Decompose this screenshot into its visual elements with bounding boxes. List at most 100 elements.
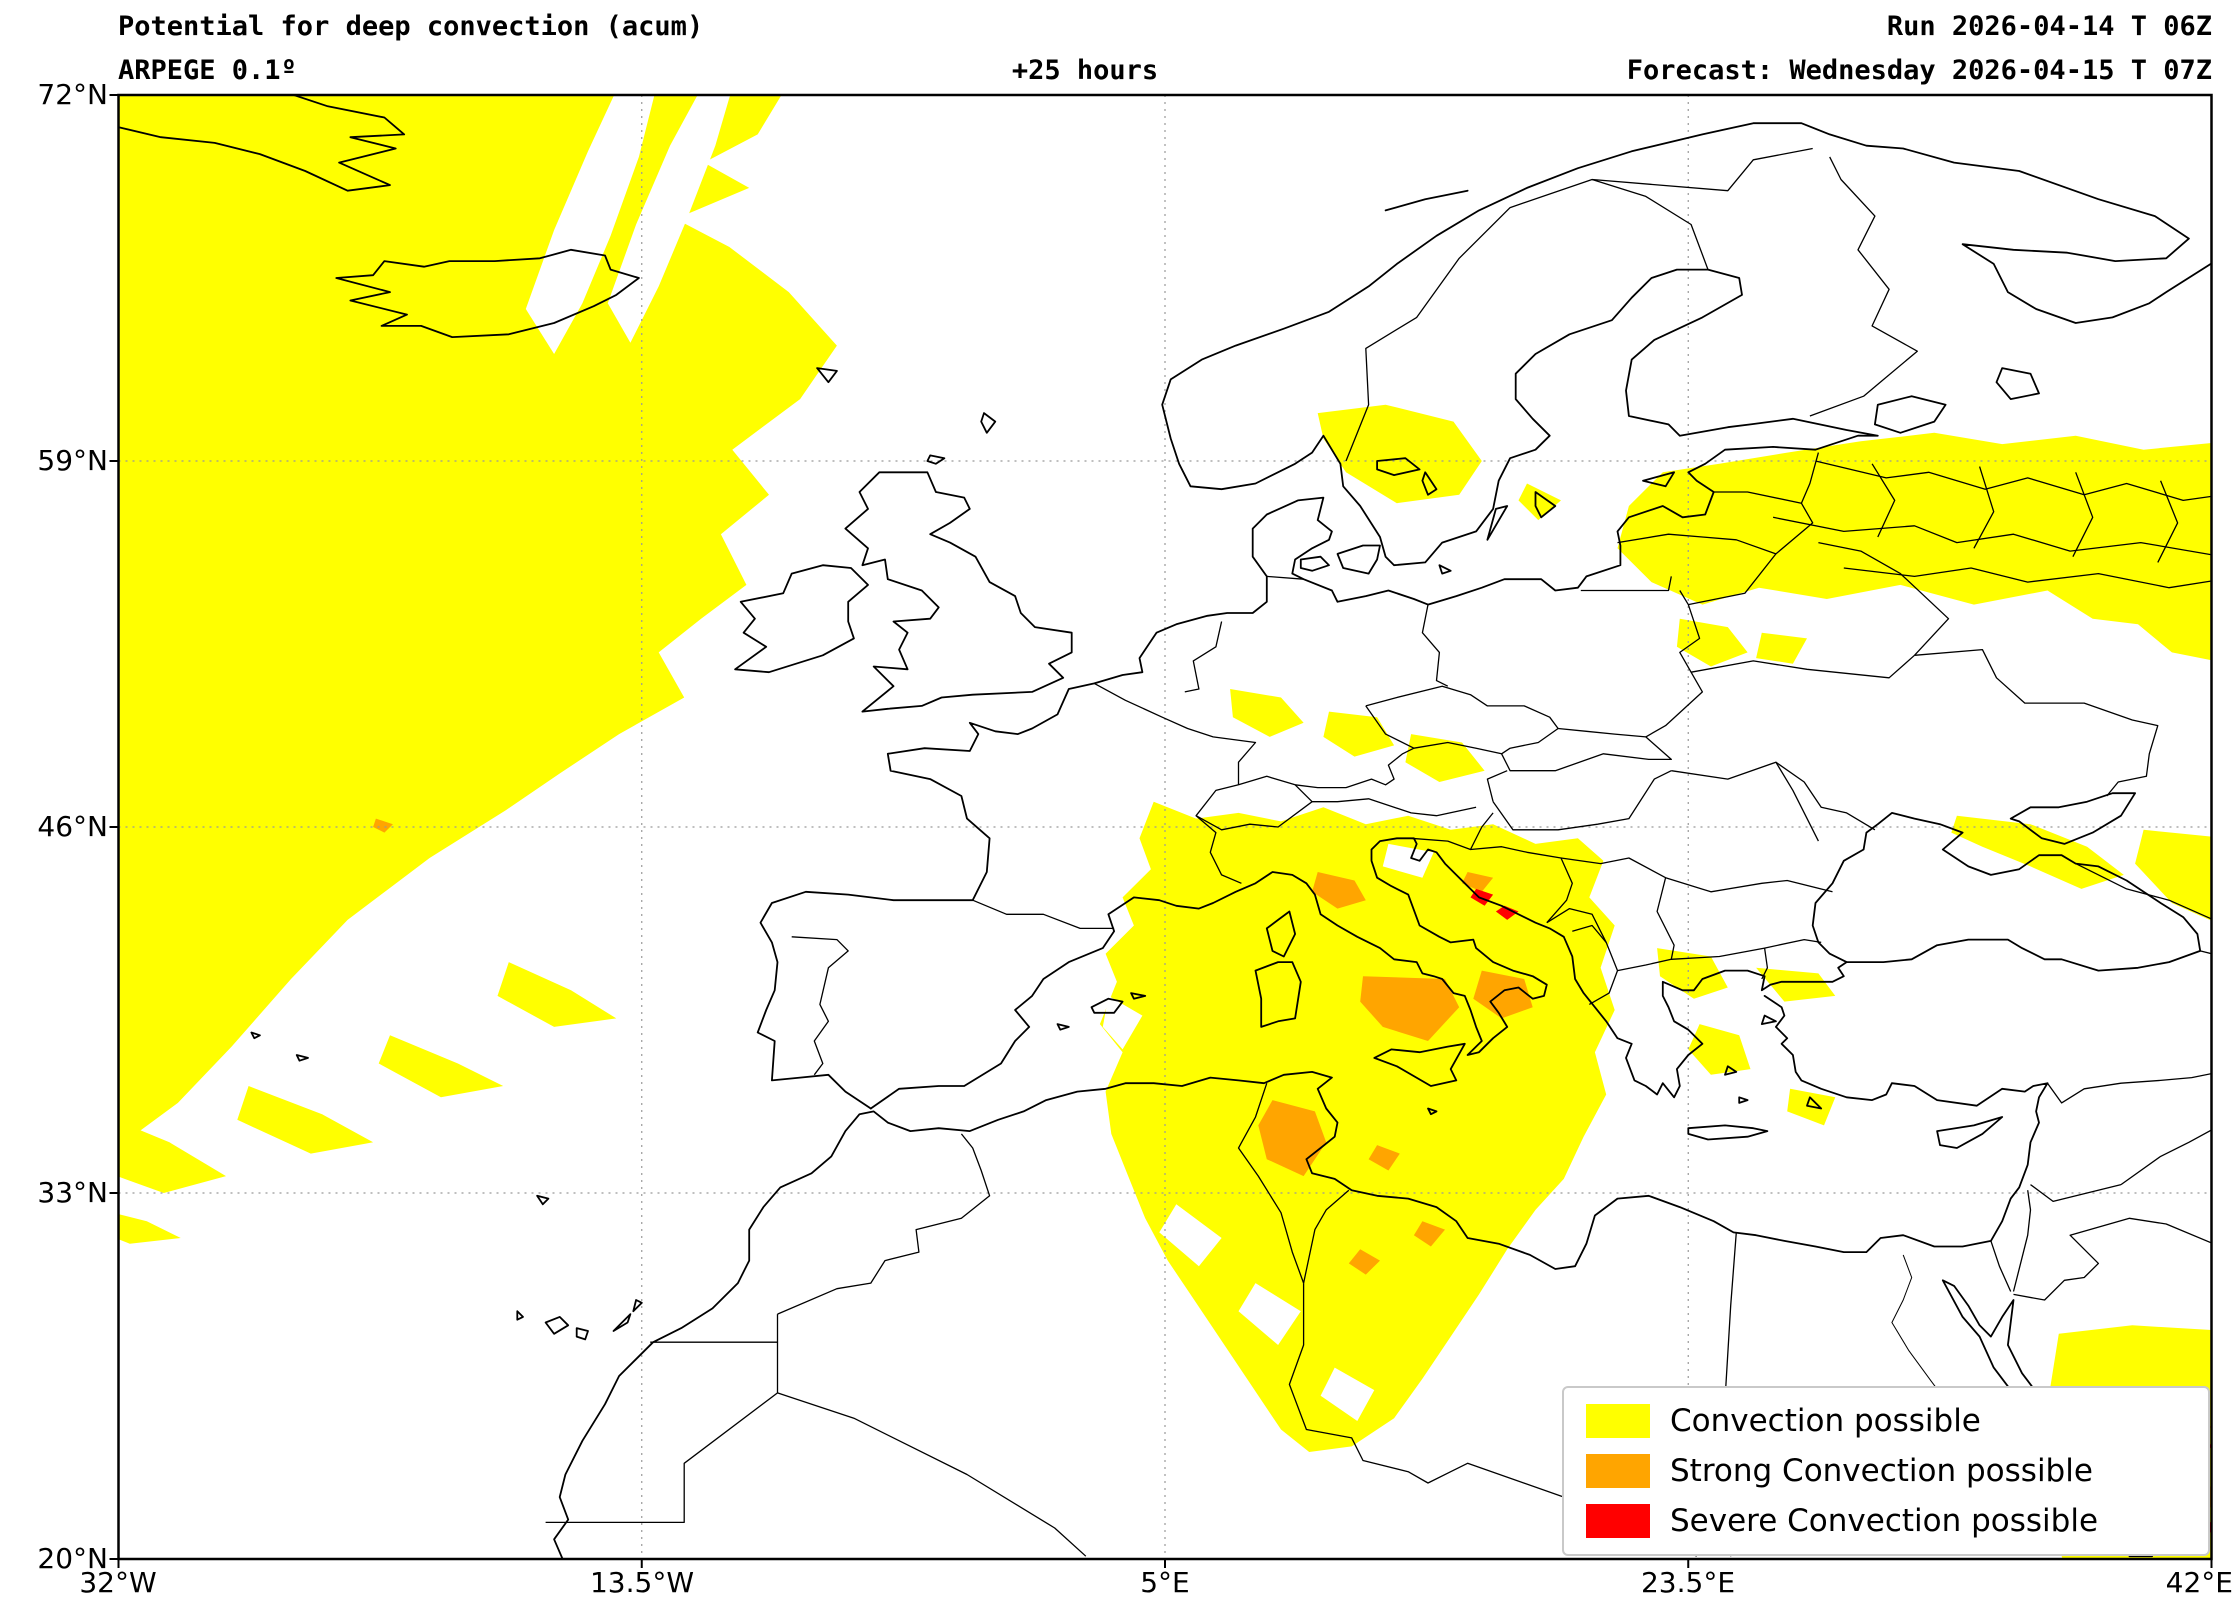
border-ru-adm-1 xyxy=(1815,460,2212,502)
region-strong-tuscany xyxy=(1312,872,1366,909)
border-si-hr xyxy=(1411,812,1494,851)
legend-row-strong: Strong Convection possible xyxy=(1564,1454,2208,1488)
border-il-eg xyxy=(1990,1240,2012,1292)
border-sy-jo xyxy=(2030,1183,2122,1203)
region-strong-puglia xyxy=(1473,970,1533,1019)
coastline-lofoten xyxy=(1384,189,1469,212)
region-severe-dalmatia-2 xyxy=(1495,905,1519,920)
region-strong-speck-2 xyxy=(1413,1221,1445,1247)
border-jo-sa-iq xyxy=(2013,1217,2212,1301)
border-sy-iq xyxy=(2120,1129,2212,1186)
border-ru-adm-2 xyxy=(1772,516,2212,556)
border-ee-ru xyxy=(1800,452,1820,504)
coastline-greenland-east xyxy=(118,95,406,192)
border-pt-es xyxy=(791,936,849,1076)
border-dz-ml xyxy=(777,1392,1087,1557)
lon-tick-label-5e: 5°E xyxy=(1140,1566,1190,1599)
coastline-gran-canaria xyxy=(575,1327,589,1341)
coastline-lesbos xyxy=(1760,1014,1777,1025)
lat-tick-label-46n: 46°N xyxy=(37,810,108,843)
border-serbia xyxy=(1560,857,1675,960)
legend-label-convection: Convection possible xyxy=(1670,1403,1981,1439)
coastline-africa-levant xyxy=(553,995,2049,1559)
border-fr-be-de xyxy=(1093,682,1257,785)
border-fi-ru xyxy=(1809,156,1918,417)
region-austria-1 xyxy=(1405,734,1485,782)
region-atl-1 xyxy=(118,1121,226,1193)
lon-tick-label-13-5w: 13.5°W xyxy=(589,1566,695,1599)
border-de-pl xyxy=(1421,604,1449,687)
border-caucasus xyxy=(2075,863,2212,920)
coastline-majorca xyxy=(1090,997,1124,1014)
coastline-vanern xyxy=(1376,457,1421,476)
region-germany-2 xyxy=(1323,711,1395,757)
border-switzerland xyxy=(1195,775,1313,831)
border-ro-bg xyxy=(1665,877,1833,893)
region-sweden xyxy=(1317,404,1482,504)
coastline-sea-of-azov xyxy=(2009,792,2136,845)
region-clear-streak-2 xyxy=(607,95,731,343)
lon-tick-label-32w: 32°W xyxy=(79,1566,157,1599)
lat-tick-label-20n: 20°N xyxy=(37,1542,108,1575)
coastline-rhodes xyxy=(1806,1096,1823,1110)
border-gr-tr xyxy=(1761,948,1769,980)
region-azov-kuban xyxy=(1951,815,2124,889)
region-clear-streak-1 xyxy=(525,95,655,354)
region-atlantic-main xyxy=(118,95,837,1147)
region-severe-dalmatia-1 xyxy=(1470,888,1494,906)
border-de-at xyxy=(1295,747,1415,789)
region-clear-balearic xyxy=(1102,995,1143,1050)
coastline-cyclades-1 xyxy=(1724,1065,1738,1076)
strong-convection-swatch xyxy=(1586,1454,1650,1488)
region-clear-sahara-1 xyxy=(1159,1204,1222,1267)
coastline-saaremaa xyxy=(1642,471,1675,488)
region-gotland-patch xyxy=(1518,483,1561,521)
coastline-ibiza xyxy=(1056,1023,1070,1031)
border-carpathia xyxy=(1501,727,1672,772)
coastline-great-britain xyxy=(844,471,1073,713)
region-clear-adriatic xyxy=(1382,843,1434,878)
region-volhynia-2 xyxy=(1756,632,1807,664)
border-ru-adm-3 xyxy=(1843,567,2212,589)
legend-row-convection: Convection possible xyxy=(1564,1404,2208,1438)
coastline-black-sea xyxy=(1811,812,2202,972)
legend-label-strong: Strong Convection possible xyxy=(1670,1453,2093,1489)
border-hu-west xyxy=(1486,770,1508,802)
lon-tick-label-23-5e: 23.5°E xyxy=(1640,1566,1736,1599)
coastline-minorca xyxy=(1130,992,1147,1000)
border-lv-lt-by xyxy=(1617,533,1777,606)
legend-row-severe: Severe Convection possible xyxy=(1564,1504,2208,1538)
coastline-sardinia xyxy=(1254,961,1302,1028)
lead-time-label: +25 hours xyxy=(1011,55,1159,86)
coastline-azores-2 xyxy=(250,1031,261,1040)
border-es-fr xyxy=(972,899,1115,930)
border-pl-east xyxy=(1645,590,1704,738)
coastline-iceland xyxy=(335,248,640,338)
region-cyclades-patch xyxy=(1688,1024,1751,1075)
border-me-ks xyxy=(1546,907,1607,943)
coastline-onega xyxy=(1995,367,2040,400)
map-title: Potential for deep convection (acum) xyxy=(118,11,704,42)
coastline-shetland xyxy=(980,412,997,434)
coastline-cyprus xyxy=(1936,1116,2004,1149)
convection-swatch xyxy=(1586,1404,1650,1438)
coastline-malta xyxy=(1427,1107,1438,1116)
border-esh-south xyxy=(545,1342,779,1524)
run-label: Run 2026-04-14 T 06Z xyxy=(1886,11,2212,42)
border-by-ru xyxy=(1818,541,1950,656)
border-de-dk xyxy=(1266,575,1304,580)
border-ua-md-ro xyxy=(1671,761,1876,831)
region-strong-tyrrhenian xyxy=(1360,976,1460,1041)
coastline-azores-1 xyxy=(295,1054,309,1062)
legend-label-severe: Severe Convection possible xyxy=(1670,1503,2099,1539)
region-strong-speck-1 xyxy=(1368,1145,1400,1171)
border-bosnia xyxy=(1470,846,1573,924)
coastline-zealand xyxy=(1336,544,1381,575)
border-by-ua xyxy=(1690,654,1915,679)
region-atl-5 xyxy=(118,1214,181,1244)
coastline-sicily xyxy=(1373,1042,1466,1087)
border-esh-north xyxy=(650,1314,779,1343)
model-label: ARPEGE 0.1º xyxy=(118,55,297,86)
coastline-funen xyxy=(1299,555,1330,572)
border-nl-de xyxy=(1184,621,1223,693)
